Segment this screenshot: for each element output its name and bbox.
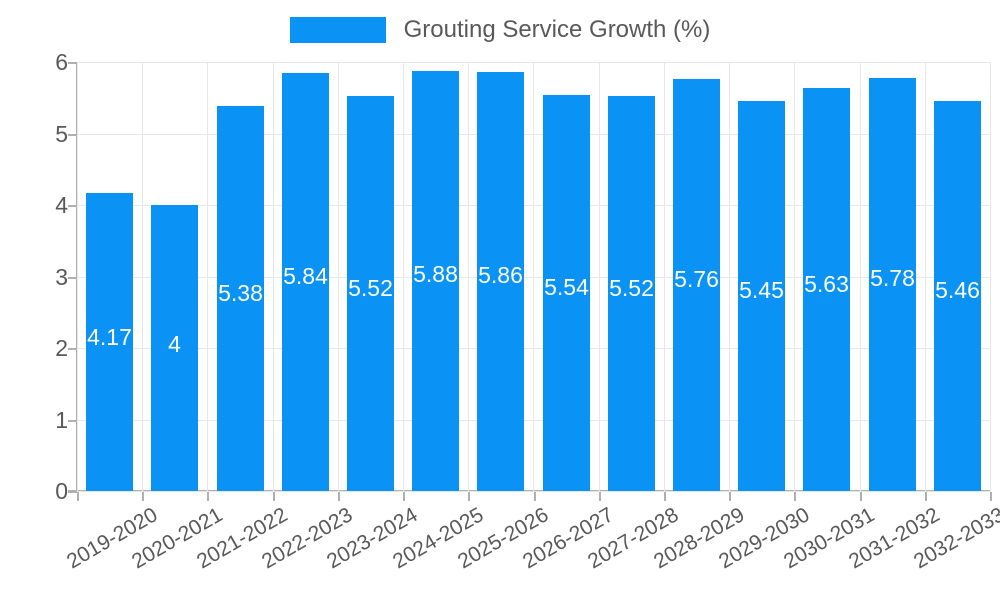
y-axis-tick-label: 5	[55, 120, 68, 147]
gridline-vertical	[729, 62, 730, 491]
bar[interactable]	[738, 101, 785, 491]
legend-swatch-icon	[289, 17, 386, 43]
gridline-vertical	[533, 62, 534, 491]
bar[interactable]	[347, 96, 394, 491]
gridline-vertical	[794, 62, 795, 491]
bar-value-label: 4.17	[87, 324, 132, 351]
bar[interactable]	[869, 78, 916, 491]
y-axis-tick-label: 1	[55, 406, 68, 433]
y-axis-tick-label: 2	[55, 335, 68, 361]
y-axis: 0 1 2 3 4 5 6	[0, 0, 77, 600]
x-axis-tick-mark	[664, 492, 666, 501]
bar-value-label: 5.63	[804, 270, 849, 297]
gridline-vertical	[338, 62, 339, 491]
bar-value-label: 5.84	[283, 262, 328, 289]
gridline-vertical	[925, 62, 926, 491]
bar-value-label: 5.38	[218, 279, 263, 306]
gridline-vertical	[664, 62, 665, 491]
x-axis-tick-mark	[534, 492, 536, 501]
x-axis-tick-mark	[729, 492, 731, 501]
gridline-horizontal	[77, 491, 990, 492]
bar-value-label: 4	[168, 330, 181, 357]
bar-value-label: 5.46	[935, 276, 980, 303]
bar[interactable]	[608, 96, 655, 491]
bar[interactable]	[477, 72, 524, 491]
x-axis-tick-mark	[794, 492, 796, 501]
gridline-vertical	[273, 62, 274, 491]
y-axis-tick-label: 0	[55, 478, 68, 504]
x-axis-tick-mark	[142, 492, 144, 501]
gridline-vertical	[990, 62, 991, 491]
y-axis-tick-mark	[68, 62, 77, 64]
x-axis-tick-mark	[468, 492, 470, 501]
bar[interactable]	[803, 88, 850, 491]
bar[interactable]	[86, 193, 133, 491]
y-axis-tick-mark	[68, 348, 77, 350]
y-axis-tick-mark	[68, 205, 77, 207]
bar[interactable]	[151, 205, 198, 491]
bar-value-label: 5.54	[544, 274, 589, 300]
gridline-vertical	[860, 62, 861, 491]
bar[interactable]	[934, 101, 981, 491]
bar-value-label: 5.45	[739, 277, 784, 304]
chart-legend: Grouting Service Growth (%)	[0, 12, 1000, 48]
x-axis-tick-mark	[77, 492, 79, 501]
bar-value-label: 5.78	[870, 265, 915, 292]
plot-area: 4.17 4 5.38 5.84 5.52 5.88 5.86 5.54 5.52 5.76 5.4…	[77, 62, 991, 492]
x-axis-tick-mark	[338, 492, 340, 501]
y-axis-tick-label: 4	[55, 192, 68, 218]
gridline-vertical	[142, 62, 143, 491]
y-axis-tick-mark	[68, 491, 77, 493]
legend-item-grouting-service-growth[interactable]: Grouting Service Growth (%)	[289, 16, 711, 43]
y-axis-tick-label: 6	[55, 49, 68, 75]
bar[interactable]	[543, 95, 590, 491]
y-axis-tick-mark	[68, 276, 77, 279]
bar[interactable]	[217, 106, 264, 491]
gridline-vertical	[599, 62, 600, 491]
gridline-vertical	[403, 62, 404, 491]
y-axis-tick-mark	[68, 419, 77, 422]
x-axis-tick-mark	[403, 492, 405, 501]
bar[interactable]	[673, 79, 720, 491]
x-axis-tick-mark	[599, 492, 601, 501]
gridline-vertical	[207, 62, 208, 491]
x-axis-tick-mark	[860, 492, 862, 501]
x-axis-tick-mark	[990, 492, 992, 501]
y-axis-tick-mark	[68, 133, 77, 136]
x-axis-tick-mark	[925, 492, 927, 501]
gridline-vertical	[77, 62, 78, 491]
legend-label: Grouting Service Growth (%)	[403, 16, 711, 43]
bar-value-label: 5.88	[413, 261, 458, 288]
bar[interactable]	[282, 73, 329, 491]
y-axis-tick-label: 3	[55, 263, 68, 290]
bar-value-label: 5.86	[478, 262, 523, 289]
bar[interactable]	[412, 71, 459, 491]
bar-value-label: 5.52	[348, 274, 393, 301]
gridline-vertical	[468, 62, 469, 491]
bar-value-label: 5.52	[609, 274, 654, 301]
bar-value-label: 5.76	[674, 265, 719, 292]
x-axis-tick-mark	[273, 492, 275, 501]
x-axis-tick-mark	[207, 492, 209, 501]
